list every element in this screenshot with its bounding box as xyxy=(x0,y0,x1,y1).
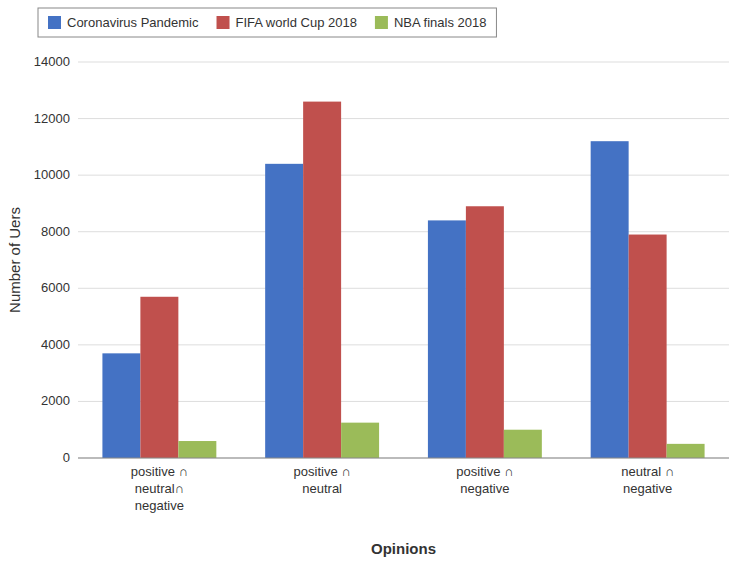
y-tick-label: 12000 xyxy=(34,111,70,126)
x-tick-label-line: positive ∩ xyxy=(294,464,351,479)
y-tick-label: 8000 xyxy=(41,224,70,239)
y-axis-title: Number of Uers xyxy=(6,207,23,313)
bar xyxy=(591,141,629,458)
legend: Coronavirus Pandemic FIFA world Cup 2018 N… xyxy=(38,8,496,37)
x-tick-label: positive ∩ negative xyxy=(456,464,513,496)
bar xyxy=(466,206,504,458)
legend-label: FIFA world Cup 2018 xyxy=(236,15,357,30)
page: {"chart_data": {"type": "bar", "categori… xyxy=(0,0,749,568)
grid-line xyxy=(78,175,729,176)
legend-swatch xyxy=(217,16,230,29)
legend-label: Coronavirus Pandemic xyxy=(67,15,199,30)
x-tick-label-line: neutral∩ xyxy=(135,481,184,496)
y-tick-label: 10000 xyxy=(34,167,70,182)
grid-line xyxy=(78,62,729,63)
x-tick-label: positive ∩ neutral xyxy=(294,464,351,496)
grid-line xyxy=(78,118,729,119)
bar-series xyxy=(102,141,628,458)
legend-label: NBA finals 2018 xyxy=(394,15,487,30)
x-tick-label-line: neutral ∩ xyxy=(621,464,674,479)
bar-series xyxy=(178,423,704,458)
bar xyxy=(667,444,705,458)
chart-svg: 0 2000 4000 6000 8000 10000 12000 14000 positive… xyxy=(0,0,749,568)
y-tick-labels: 0 2000 4000 6000 8000 10000 12000 14000 xyxy=(34,54,70,465)
legend-swatch xyxy=(375,16,388,29)
y-tick-label: 2000 xyxy=(41,393,70,408)
x-tick-label-line: positive ∩ xyxy=(131,464,188,479)
y-tick-label: 14000 xyxy=(34,54,70,69)
bar xyxy=(265,164,303,458)
x-tick-label-line: positive ∩ xyxy=(456,464,513,479)
x-axis-line xyxy=(78,458,729,459)
legend-frame xyxy=(38,8,496,37)
bar xyxy=(504,430,542,458)
x-tick-label-line: negative xyxy=(460,481,509,496)
grid-line xyxy=(78,231,729,232)
bars xyxy=(102,102,704,458)
bar xyxy=(140,297,178,458)
x-tick-labels: positive ∩ neutral∩ negative positive ∩ neut… xyxy=(131,464,674,513)
bar xyxy=(303,102,341,458)
y-tick-label: 6000 xyxy=(41,280,70,295)
legend-swatch xyxy=(48,16,61,29)
bar xyxy=(428,220,466,458)
y-tick-label: 4000 xyxy=(41,337,70,352)
bar xyxy=(178,441,216,458)
x-tick-label: neutral ∩ negative xyxy=(621,464,674,496)
chart-container: 0 2000 4000 6000 8000 10000 12000 14000 positive… xyxy=(0,0,749,568)
bar xyxy=(341,423,379,458)
grid-line xyxy=(78,458,729,459)
bar xyxy=(629,235,667,458)
x-axis-title: Opinions xyxy=(371,540,436,557)
bar xyxy=(102,353,140,458)
x-tick-label-line: negative xyxy=(623,481,672,496)
bar-series xyxy=(140,102,666,458)
y-tick-label: 0 xyxy=(63,450,70,465)
x-tick-label-line: negative xyxy=(135,498,184,513)
x-tick-label: positive ∩ neutral∩ negative xyxy=(131,464,188,513)
y-grid xyxy=(78,62,729,458)
x-tick-label-line: neutral xyxy=(302,481,342,496)
